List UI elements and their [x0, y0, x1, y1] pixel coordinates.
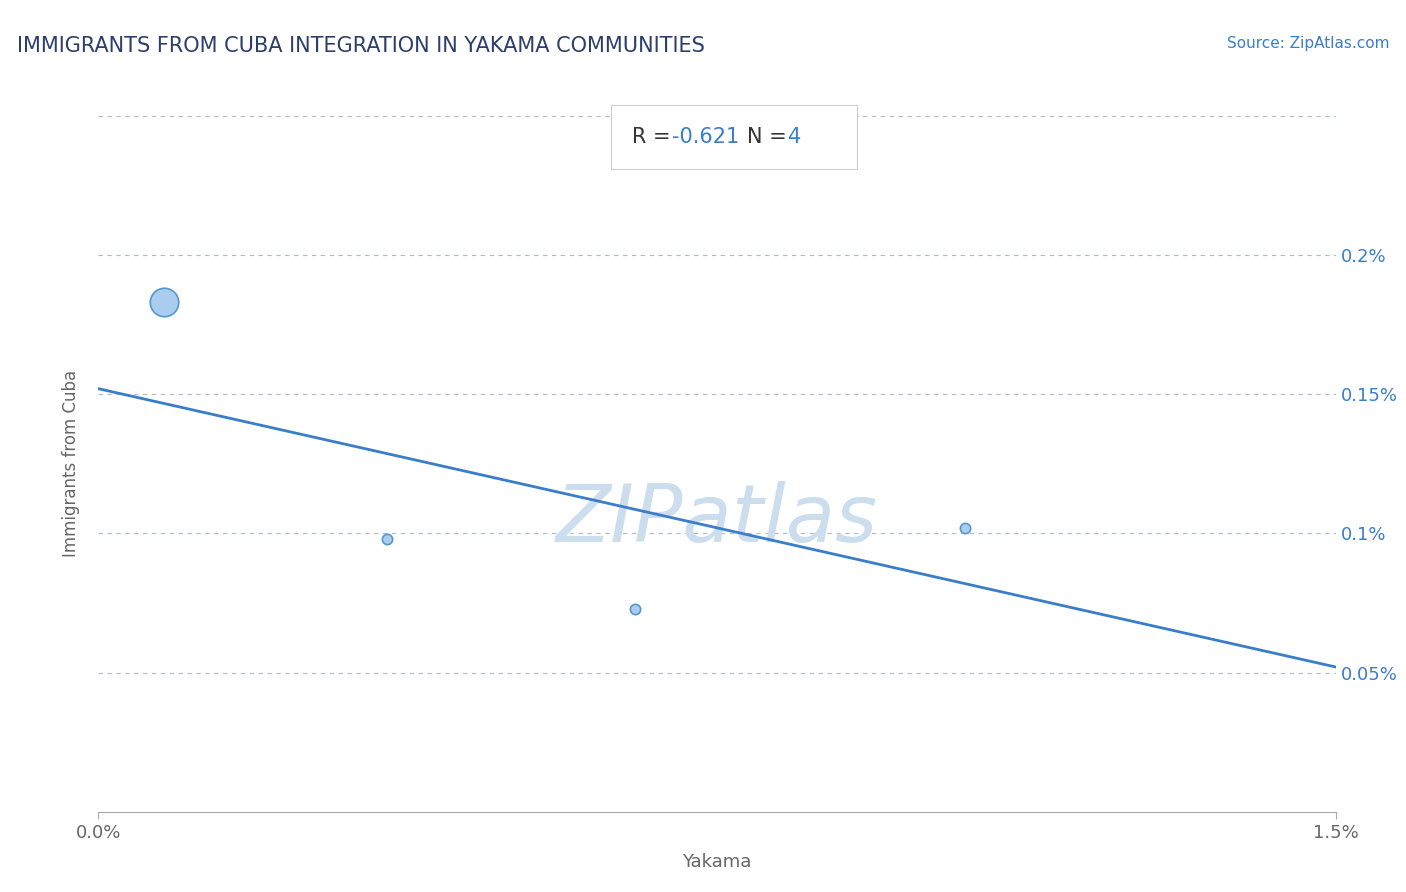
Point	[953, 521, 976, 535]
Text: IMMIGRANTS FROM CUBA INTEGRATION IN YAKAMA COMMUNITIES: IMMIGRANTS FROM CUBA INTEGRATION IN YAKA…	[17, 36, 704, 55]
Text: R =: R =	[633, 127, 678, 147]
Text: -0.621: -0.621	[672, 127, 738, 147]
Point	[153, 295, 176, 310]
Text: Source: ZipAtlas.com: Source: ZipAtlas.com	[1226, 36, 1389, 51]
Text: N =: N =	[748, 127, 794, 147]
Point	[623, 601, 645, 615]
Y-axis label: Immigrants from Cuba: Immigrants from Cuba	[62, 370, 80, 558]
Text: 4: 4	[789, 127, 801, 147]
X-axis label: Yakama: Yakama	[682, 853, 752, 871]
Point	[375, 532, 398, 546]
Text: ZIPatlas: ZIPatlas	[555, 481, 879, 558]
